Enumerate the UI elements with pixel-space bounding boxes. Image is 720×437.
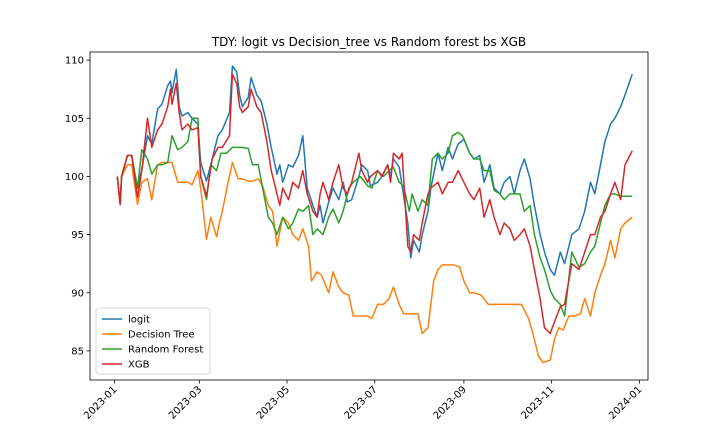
- y-tick-label: 110: [65, 56, 84, 67]
- y-tick-label: 95: [71, 230, 84, 241]
- plot-frame: [89, 51, 649, 381]
- legend-label: logit: [128, 315, 150, 326]
- legend-label: Decision Tree: [128, 330, 195, 341]
- y-tick-label: 90: [71, 288, 84, 299]
- y-tick-label: 100: [65, 172, 84, 183]
- y-tick-label: 85: [71, 346, 84, 357]
- series-line-3: [116, 73, 633, 335]
- legend-label: XGB: [128, 360, 150, 371]
- y-tick-label: 105: [65, 114, 84, 125]
- series-line-0: [116, 65, 633, 277]
- legend: logit Decision Tree Random Forest XGB: [95, 307, 211, 375]
- legend-label: Random Forest: [128, 345, 203, 356]
- series-line-2: [116, 117, 633, 317]
- legend-box: [95, 307, 211, 375]
- series-layer: [116, 65, 633, 364]
- y-axis: 85 90 95 100 105 110: [65, 56, 90, 357]
- chart-title: TDY: logit vs Decision_tree vs Random fo…: [211, 35, 526, 49]
- series-line-1: [116, 161, 633, 364]
